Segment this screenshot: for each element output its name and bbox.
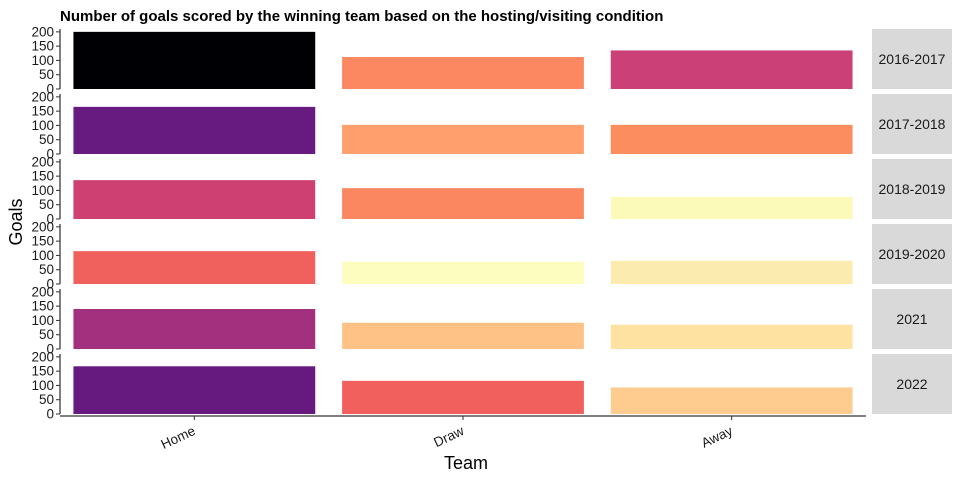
y-tick-label: 150: [31, 299, 54, 314]
bar: [73, 309, 316, 349]
x-tick-label: Away: [699, 423, 735, 451]
facet-strip: [872, 289, 952, 349]
bar: [610, 50, 853, 89]
y-tick-label: 0: [46, 277, 54, 292]
x-axis-title: Team: [444, 453, 488, 473]
bar: [342, 380, 584, 414]
facet-panels: 0501001502002016-20170501001502002017-20…: [31, 24, 952, 422]
y-tick-label: 200: [31, 89, 54, 104]
bar: [610, 260, 853, 284]
y-tick-label: 150: [31, 39, 54, 54]
bar: [610, 324, 853, 349]
y-tick-label: 0: [46, 212, 54, 227]
bar: [342, 322, 584, 349]
facet-strip: [872, 159, 952, 219]
y-tick-label: 50: [39, 392, 54, 407]
facet-strip: [872, 224, 952, 284]
bar: [342, 124, 584, 154]
y-tick-label: 200: [31, 219, 54, 234]
bar: [342, 57, 584, 89]
y-tick-label: 50: [39, 132, 54, 147]
y-tick-label: 0: [46, 82, 54, 97]
bar: [73, 31, 316, 89]
y-tick-label: 100: [31, 53, 54, 68]
y-tick-label: 200: [31, 284, 54, 299]
y-tick-label: 100: [31, 378, 54, 393]
bar: [342, 261, 584, 284]
x-tick-label: Draw: [431, 423, 466, 450]
bar: [610, 387, 853, 414]
y-tick-label: 0: [46, 342, 54, 357]
y-tick-label: 150: [31, 169, 54, 184]
y-tick-label: 0: [46, 407, 54, 422]
y-tick-label: 150: [31, 364, 54, 379]
facet-strip-label: 2018-2019: [879, 181, 946, 197]
y-tick-label: 50: [39, 197, 54, 212]
facet-strip-label: 2017-2018: [879, 116, 946, 132]
facet-strip: [872, 354, 952, 414]
y-tick-label: 200: [31, 154, 54, 169]
y-tick-label: 200: [31, 349, 54, 364]
facet-strip: [872, 29, 952, 89]
bar: [610, 197, 853, 219]
x-tick-label: Home: [159, 423, 198, 452]
y-tick-label: 100: [31, 118, 54, 133]
bar: [73, 251, 316, 284]
x-axis: Home Draw Away: [60, 415, 866, 452]
facet-strip-label: 2022: [896, 376, 927, 392]
y-tick-label: 50: [39, 262, 54, 277]
facet-strip: [872, 94, 952, 154]
y-tick-label: 50: [39, 67, 54, 82]
facet-strip-label: 2016-2017: [879, 51, 946, 67]
y-tick-label: 100: [31, 313, 54, 328]
facet-strip-label: 2021: [896, 311, 927, 327]
y-tick-label: 100: [31, 183, 54, 198]
bar: [610, 124, 853, 154]
y-tick-label: 150: [31, 104, 54, 119]
y-tick-label: 0: [46, 147, 54, 162]
bar: [342, 188, 584, 219]
chart-title: Number of goals scored by the winning te…: [60, 8, 663, 25]
y-tick-label: 50: [39, 327, 54, 342]
bar: [73, 180, 316, 219]
facet-strip-label: 2019-2020: [879, 246, 946, 262]
y-tick-label: 150: [31, 234, 54, 249]
bar: [73, 366, 316, 414]
y-tick-label: 200: [31, 24, 54, 39]
y-tick-label: 100: [31, 248, 54, 263]
bar: [73, 106, 316, 154]
y-axis-title: Goals: [6, 198, 26, 245]
